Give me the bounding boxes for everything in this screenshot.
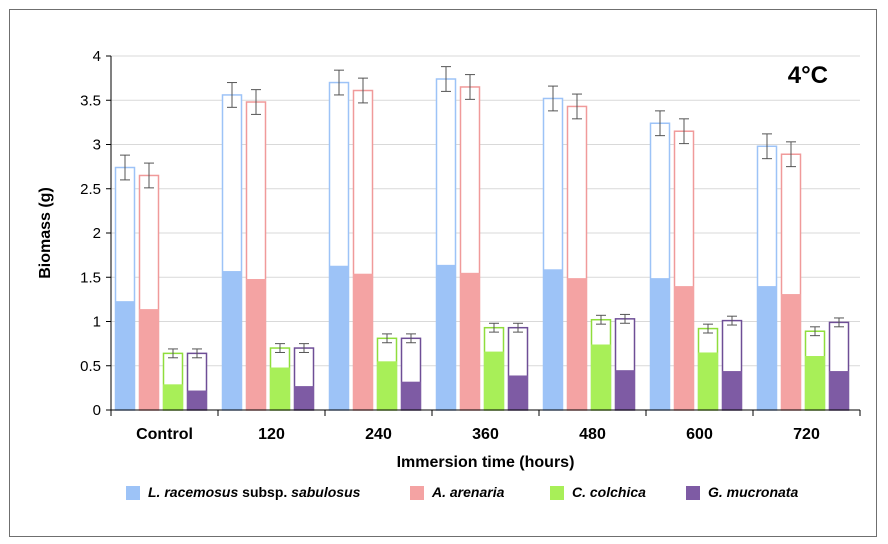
- bar-filled: [329, 265, 349, 410]
- category-label: 120: [258, 426, 285, 443]
- bar-filled: [294, 386, 314, 410]
- bar-filled: [674, 286, 694, 410]
- legend-swatch: [550, 486, 564, 500]
- axes: [106, 55, 861, 416]
- legend-label-part: G. mucronata: [708, 484, 798, 500]
- legend-item: L. racemosus subsp. sabulosus: [126, 484, 361, 500]
- bar-filled: [757, 286, 777, 410]
- legend-swatch: [410, 486, 424, 500]
- legend-label-part: subsp.: [238, 484, 291, 500]
- legend-label-part: sabulosus: [291, 484, 360, 500]
- y-tick-label: 0.5: [80, 358, 101, 375]
- category-label: 480: [579, 426, 606, 443]
- biomass-bar-chart: 0 0.5 1 1.5 2 2.5 3 3.5 4 Control 120 240 360 480 600 7…: [37, 48, 861, 500]
- bar-filled: [829, 371, 849, 410]
- bar-filled: [781, 294, 801, 410]
- bar-filled: [615, 370, 635, 410]
- bar-filled: [543, 269, 563, 410]
- category-label: 600: [686, 426, 713, 443]
- bar-filled: [484, 351, 504, 410]
- y-axis-title: Biomass (g): [37, 187, 54, 279]
- bar-filled: [270, 367, 290, 410]
- chart-frame: 0 0.5 1 1.5 2 2.5 3 3.5 4 Control 120 240 360 480 600 7…: [9, 9, 877, 537]
- temperature-label: 4°C: [788, 62, 828, 89]
- category-label: 360: [472, 426, 499, 443]
- legend-label: C. colchica: [572, 484, 646, 500]
- y-tick-label: 0: [93, 402, 101, 419]
- bar-filled: [139, 309, 159, 410]
- legend-swatch: [126, 486, 140, 500]
- bar-filled: [650, 278, 670, 410]
- bar-filled: [722, 371, 742, 410]
- bar-filled: [436, 264, 456, 410]
- category-label: 240: [365, 426, 392, 443]
- bar-filled: [591, 344, 611, 410]
- y-tick-label: 3: [93, 137, 101, 154]
- bar-filled: [187, 390, 207, 410]
- y-tick-label: 3.5: [80, 92, 101, 109]
- bar-filled: [460, 272, 480, 410]
- legend-label: L. racemosus subsp. sabulosus: [148, 484, 361, 500]
- legend-swatch: [686, 486, 700, 500]
- x-axis-title: Immersion time (hours): [397, 454, 575, 471]
- bar-filled: [222, 271, 242, 410]
- bar-filled: [805, 356, 825, 410]
- legend-label: A. arenaria: [431, 484, 505, 500]
- bar-filled: [353, 273, 373, 410]
- bar-filled: [163, 384, 183, 410]
- y-tick-label: 1: [93, 314, 101, 331]
- y-tick-label: 2.5: [80, 181, 101, 198]
- bar-filled: [246, 279, 266, 410]
- bars: [114, 66, 850, 411]
- y-tick-label: 4: [93, 48, 101, 65]
- bar-filled: [115, 301, 135, 410]
- legend-label-part: A. arenaria: [431, 484, 505, 500]
- legend-label-part: L. racemosus: [148, 484, 238, 500]
- legend-item: G. mucronata: [686, 484, 798, 500]
- bar-filled: [508, 375, 528, 410]
- category-label: Control: [136, 426, 193, 443]
- legend-item: C. colchica: [550, 484, 646, 500]
- legend-item: A. arenaria: [410, 484, 505, 500]
- bar-filled: [401, 381, 421, 410]
- category-label: 720: [793, 426, 820, 443]
- y-tick-label: 1.5: [80, 269, 101, 286]
- labels: 0 0.5 1 1.5 2 2.5 3 3.5 4 Control 120 240 360 480 600 7…: [37, 48, 828, 471]
- bar-filled: [377, 361, 397, 410]
- bar-filled: [698, 352, 718, 410]
- y-tick-label: 2: [93, 225, 101, 242]
- legend: L. racemosus subsp. sabulosus A. arenaria…: [126, 484, 798, 500]
- legend-label: G. mucronata: [708, 484, 798, 500]
- bar-filled: [567, 278, 587, 410]
- legend-label-part: C. colchica: [572, 484, 646, 500]
